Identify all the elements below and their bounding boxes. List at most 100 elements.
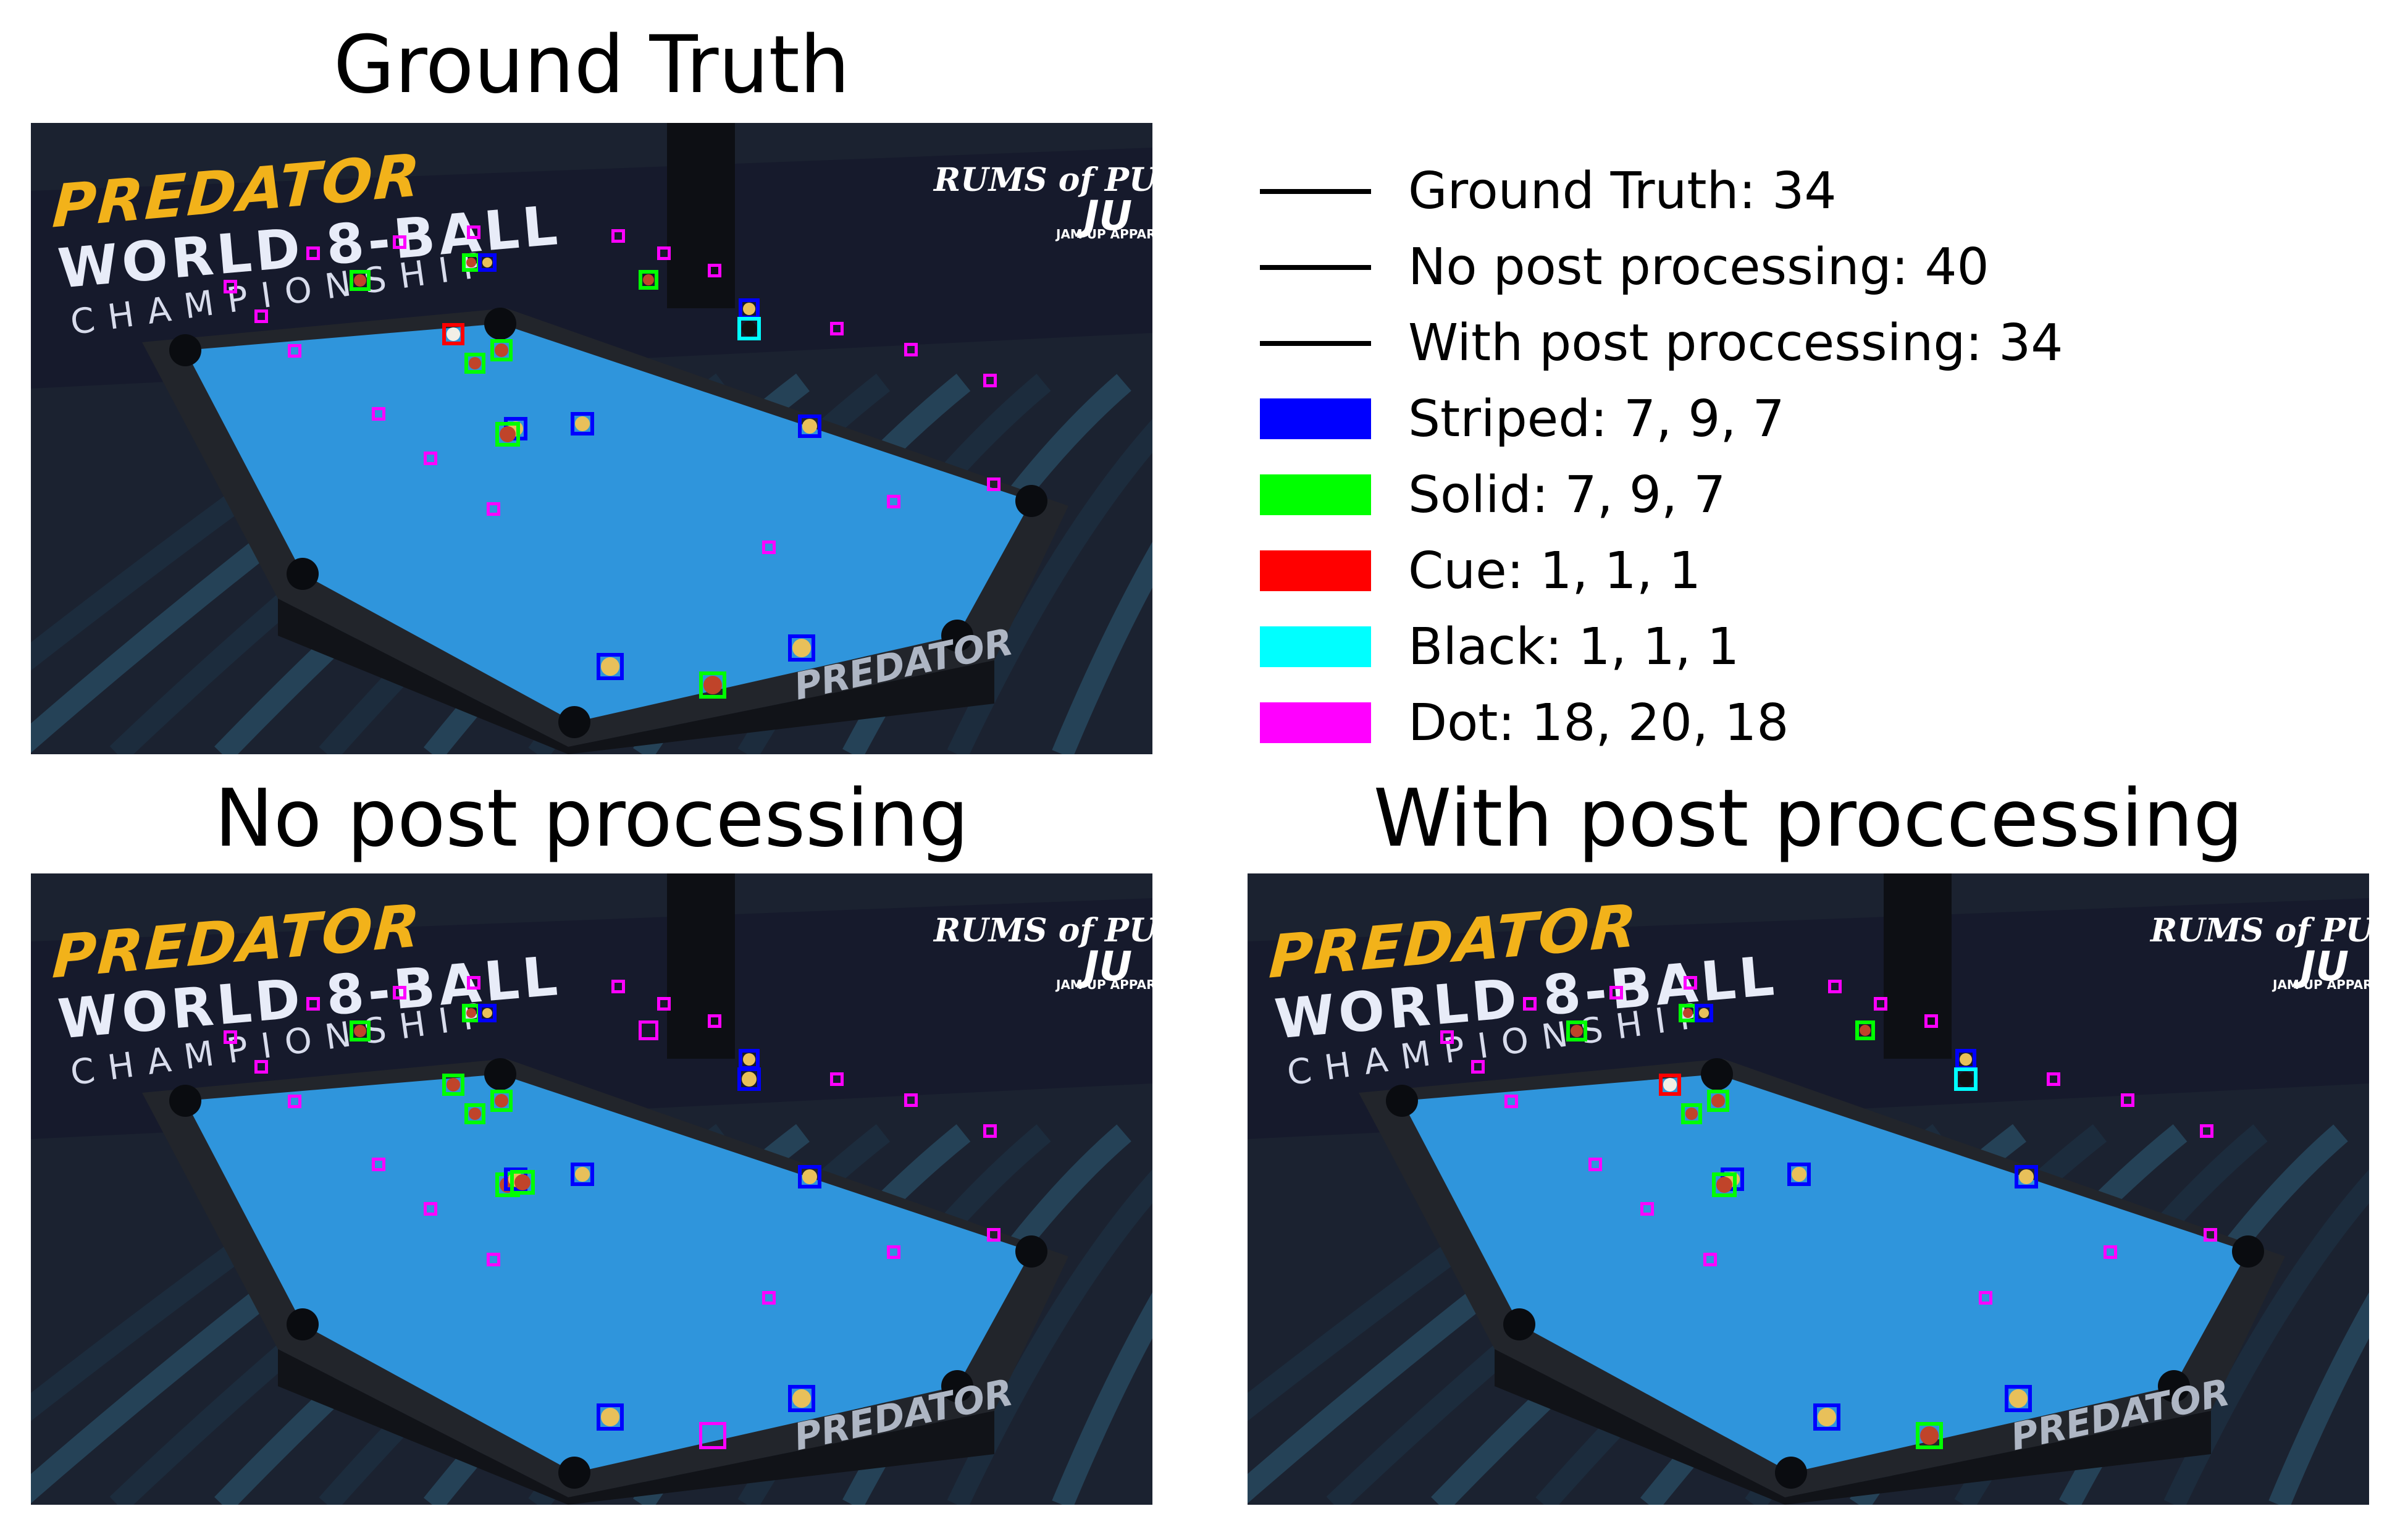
detection-box-dot [1924, 1014, 1938, 1028]
detection-box-solid [464, 1103, 485, 1124]
detection-box-solid [1566, 1020, 1587, 1041]
detection-box-striped [798, 1165, 821, 1188]
brand-ju-text: JU [2301, 943, 2349, 990]
table-apron [1495, 1349, 2211, 1505]
legend-line-marker [1260, 341, 1371, 346]
pool-ball [495, 1094, 508, 1108]
detection-box-dot [708, 264, 721, 277]
detection-box-striped [737, 1067, 761, 1091]
legend-color-swatch [1260, 398, 1371, 439]
pool-ball [482, 1008, 492, 1018]
detection-box-black [737, 317, 761, 340]
pocket [558, 706, 590, 738]
brand-ju-text: JU [1084, 943, 1133, 990]
detection-box-striped [571, 1163, 594, 1186]
detection-box-dot [393, 235, 406, 249]
pool-ball [743, 1053, 755, 1066]
detection-box-dot [762, 541, 776, 554]
table-apron [278, 1349, 994, 1505]
pool-ball [742, 321, 757, 336]
table-apron [278, 599, 994, 754]
detection-box-striped [478, 1004, 497, 1022]
pool-ball [447, 1078, 460, 1092]
pool-ball [1685, 1108, 1698, 1120]
pocket [941, 1370, 973, 1402]
brand-ju-sub-text: JAM UP APPAREL [1056, 227, 1152, 242]
detection-box-striped [597, 1403, 624, 1431]
pool-ball [495, 343, 508, 357]
pocket [1015, 485, 1047, 517]
detection-box-dot [983, 1124, 997, 1138]
pool-ball [1818, 1408, 1836, 1426]
player-silhouette [1884, 873, 1952, 1059]
detection-box-dot [306, 997, 320, 1011]
detection-box-dot [611, 980, 625, 993]
detection-box-solid [464, 353, 485, 374]
detection-box-dot [1440, 1030, 1454, 1044]
pool-ball [792, 639, 811, 657]
detection-box-solid [1916, 1422, 1943, 1449]
legend-label: With post proccessing: 34 [1408, 314, 2063, 372]
title-with-post-processing: With post proccessing [1373, 773, 2244, 865]
detection-box-dot [762, 1291, 776, 1305]
detection-box-striped [571, 412, 594, 435]
detection-box-solid [442, 1074, 464, 1096]
detection-box-black [1954, 1067, 1978, 1091]
scene-with-post-processing: PREDATOR WORLD 8-BALL CHAMPIONSHIP RUMS of … [1248, 873, 2369, 1505]
carpet-stripe [2268, 1292, 2369, 1505]
detection-box-dot [2204, 1228, 2217, 1242]
detection-box-solid [1712, 1172, 1737, 1197]
detection-box-dot [987, 477, 1001, 491]
legend-color-swatch [1260, 550, 1371, 591]
detection-box-striped [739, 298, 760, 319]
pool-table-photo [31, 123, 1152, 754]
pool-ball [703, 676, 722, 694]
detection-box-striped [597, 653, 624, 680]
brand-ju-text: JU [1084, 192, 1133, 240]
detection-box-dot [424, 1202, 437, 1216]
detection-box-dot [830, 322, 844, 335]
detection-box-solid [490, 1090, 513, 1112]
table-cloth [185, 324, 1031, 722]
pool-ball [792, 1389, 811, 1408]
detection-box-solid [639, 270, 658, 290]
pool-ball [466, 1008, 476, 1018]
detection-box-striped [2005, 1385, 2032, 1412]
pool-ball [354, 274, 366, 287]
detection-box-striped [788, 1385, 815, 1412]
pool-ball [1958, 1072, 1973, 1087]
pool-ball [802, 419, 817, 434]
pool-ball [601, 1408, 619, 1426]
pool-ball [575, 1167, 590, 1182]
detection-box-dot [288, 1095, 301, 1108]
pool-ball [1663, 1078, 1677, 1092]
detection-box-dot [2121, 1093, 2134, 1107]
detection-box-dot [1640, 1202, 1654, 1216]
pocket [1503, 1308, 1535, 1340]
detection-box-solid [1707, 1090, 1729, 1112]
title-no-post-processing: No post processing [214, 773, 969, 865]
pool-ball [1711, 1094, 1725, 1108]
detection-box-dot [904, 1093, 918, 1107]
detection-box-dot [393, 986, 406, 999]
detection-box-dot [467, 225, 480, 239]
legend-label: Solid: 7, 9, 7 [1408, 466, 1726, 524]
pool-ball [742, 1072, 757, 1087]
detection-box-striped [788, 634, 815, 662]
legend-color-swatch [1260, 702, 1371, 743]
detection-box-solid [699, 671, 726, 699]
legend-label: Ground Truth: 34 [1408, 162, 1837, 221]
table-cloth [1402, 1074, 2248, 1473]
detection-box-solid [490, 339, 513, 361]
detection-box-dot [611, 229, 625, 243]
detection-box-dot [1979, 1291, 1992, 1305]
detection-box-dot [487, 502, 500, 516]
detection-box-dot [639, 1020, 658, 1040]
legend-label: Cue: 1, 1, 1 [1408, 542, 1701, 600]
brand-rums-text: RUMS of PUERTO RICO [2150, 912, 2369, 949]
pool-ball [2009, 1389, 2028, 1408]
detection-box-dot [983, 374, 997, 387]
detection-box-striped [1813, 1403, 1840, 1431]
detection-box-dot [904, 343, 918, 356]
detection-box-dot [1684, 976, 1697, 990]
